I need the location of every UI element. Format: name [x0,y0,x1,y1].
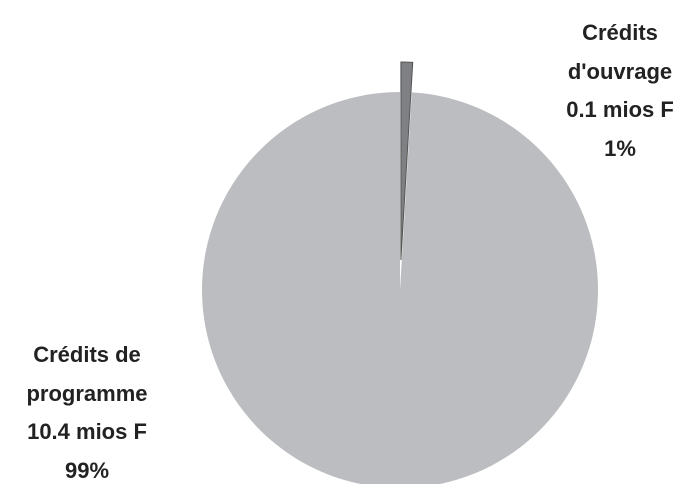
pie-slice [400,61,414,261]
slice-label: Crédits de programme 10.4 mios F 99% [12,336,162,484]
value-label: 10.4 mios F [27,419,147,444]
percentage-label: 1% [604,135,636,161]
pie-slice [202,92,598,484]
category-label: Crédits d'ouvrage [567,20,673,84]
category-label: Crédits de programme [26,342,148,406]
slice-label: Crédits d'ouvrage 0.1 mios F 1% [545,14,693,168]
percentage-label: 99% [64,457,110,483]
value-label: 0.1 mios F [566,97,674,122]
